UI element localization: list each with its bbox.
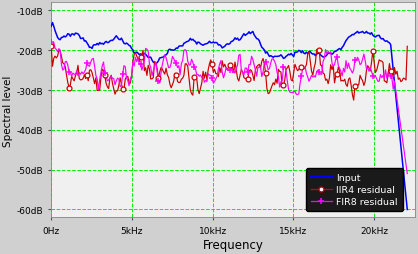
Y-axis label: Spectral level: Spectral level — [3, 75, 13, 146]
X-axis label: Frequency: Frequency — [202, 237, 263, 250]
Legend: Input, IIR4 residual, FIR8 residual: Input, IIR4 residual, FIR8 residual — [306, 169, 403, 211]
